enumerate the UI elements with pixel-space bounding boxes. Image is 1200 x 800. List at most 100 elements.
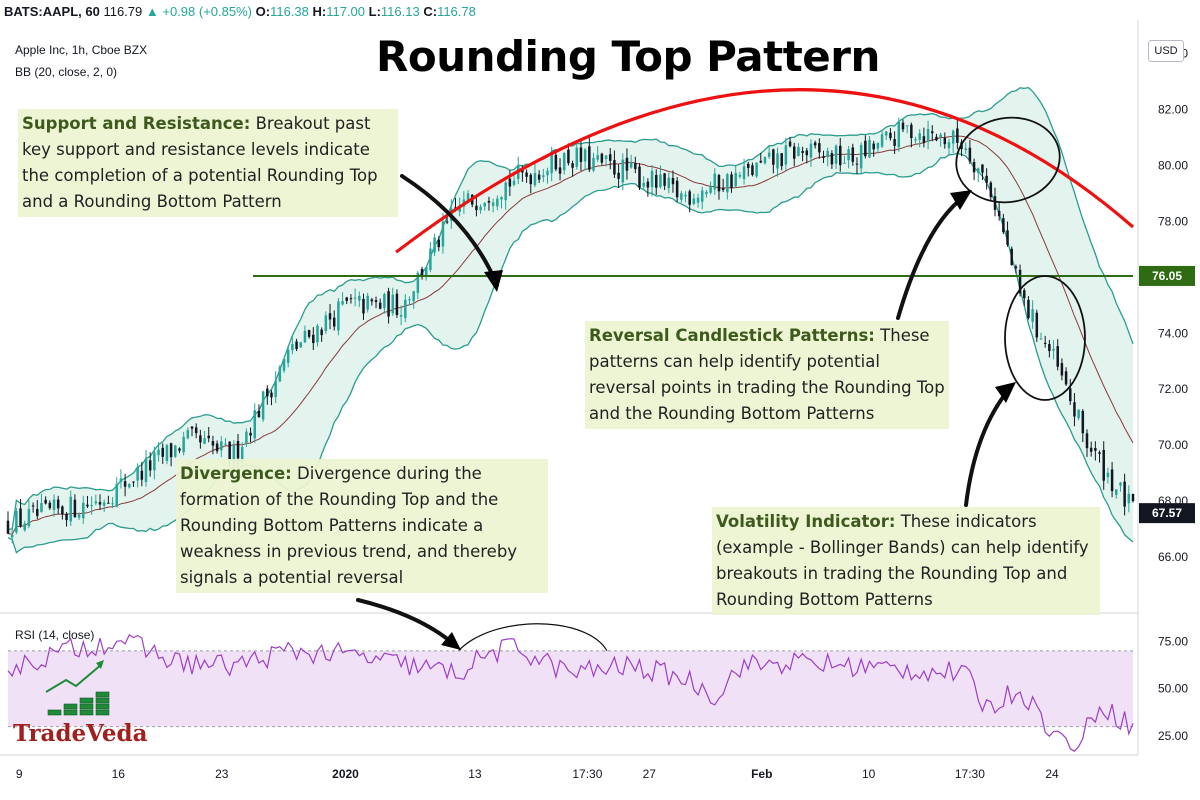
candle-body bbox=[843, 162, 846, 164]
candle-body bbox=[818, 143, 821, 153]
candle-body bbox=[136, 466, 139, 481]
candle-body bbox=[144, 458, 148, 483]
candle-body bbox=[1023, 290, 1026, 299]
candle-body bbox=[1031, 309, 1034, 322]
candle-body bbox=[224, 443, 227, 445]
callout-divergence: Divergence: Divergence during the format… bbox=[176, 459, 548, 593]
candle-body bbox=[190, 426, 194, 429]
candle-body bbox=[433, 237, 436, 253]
symbol-header: BATS:AAPL, 60 116.79 ▲ +0.98 (+0.85%) O:… bbox=[4, 4, 476, 19]
candle-body bbox=[550, 153, 553, 174]
candle-body bbox=[245, 431, 248, 445]
candle-body bbox=[312, 334, 315, 344]
candle-body bbox=[734, 172, 737, 187]
candle-body bbox=[910, 124, 913, 139]
candle-body bbox=[295, 341, 298, 349]
candle-body bbox=[291, 344, 294, 351]
reversal-circle bbox=[955, 116, 1061, 204]
candle-body bbox=[838, 145, 842, 166]
candle-body bbox=[964, 148, 967, 151]
candle-body bbox=[638, 166, 641, 188]
currency-button[interactable]: USD bbox=[1148, 40, 1184, 62]
symbol-name[interactable]: BATS:AAPL, 60 bbox=[4, 4, 100, 19]
candle-body bbox=[61, 506, 64, 515]
money-bill bbox=[79, 697, 94, 704]
time-tick-label: 13 bbox=[468, 767, 482, 781]
candle-body bbox=[851, 147, 855, 162]
candle-body bbox=[529, 174, 533, 185]
candle-body bbox=[358, 295, 361, 301]
candle-body bbox=[1094, 448, 1097, 451]
candle-body bbox=[44, 499, 47, 504]
candle-body bbox=[876, 142, 880, 149]
candle-body bbox=[475, 205, 478, 211]
volatility-circle bbox=[1004, 275, 1086, 401]
price-tick-label: 74.00 bbox=[1158, 326, 1188, 340]
candle-body bbox=[675, 180, 679, 198]
time-tick-label: 17:30 bbox=[572, 767, 602, 781]
candle-body bbox=[801, 150, 804, 153]
time-tick-label: 10 bbox=[862, 767, 876, 781]
candle-body bbox=[546, 170, 549, 176]
divergence-arrowhead bbox=[441, 632, 461, 650]
candle-body bbox=[23, 523, 26, 531]
candle-body bbox=[684, 194, 687, 197]
candle-body bbox=[253, 410, 256, 439]
support-arrowhead bbox=[484, 270, 503, 292]
candle-body bbox=[383, 293, 386, 309]
candle-body bbox=[399, 314, 403, 317]
rsi-legend[interactable]: RSI (14, close) bbox=[15, 628, 95, 642]
candle-body bbox=[15, 510, 18, 533]
time-tick-label: 16 bbox=[112, 767, 126, 781]
last-price: 116.79 bbox=[103, 4, 143, 19]
candle-body bbox=[174, 445, 177, 457]
callout-body: Divergence during the formation of the R… bbox=[180, 464, 518, 587]
candle-body bbox=[621, 159, 625, 183]
candle-body bbox=[989, 182, 993, 198]
candle-body bbox=[542, 175, 545, 178]
candle-body bbox=[1060, 363, 1064, 376]
support-price-label: 76.05 bbox=[1152, 269, 1182, 283]
candle-body bbox=[1102, 449, 1105, 481]
price-tick-label: 78.00 bbox=[1158, 214, 1188, 228]
candle-body bbox=[592, 157, 595, 171]
candle-body bbox=[939, 134, 942, 138]
candle-body bbox=[776, 153, 779, 169]
candle-body bbox=[784, 145, 788, 165]
candle-body bbox=[705, 191, 708, 195]
candle-body bbox=[278, 367, 282, 382]
candle-body bbox=[161, 447, 164, 457]
candle-body bbox=[107, 502, 110, 504]
candle-body bbox=[391, 294, 395, 314]
candle-body bbox=[119, 478, 123, 482]
candle-body bbox=[186, 430, 190, 439]
money-bill bbox=[79, 703, 94, 710]
rsi-tick-label: 75.00 bbox=[1158, 634, 1188, 648]
candle-body bbox=[926, 128, 930, 142]
callout-heading: Divergence: bbox=[180, 464, 292, 483]
candle-body bbox=[834, 145, 838, 164]
candle-body bbox=[1010, 248, 1013, 266]
candle-body bbox=[487, 200, 491, 203]
candle-body bbox=[286, 349, 290, 363]
candle-body bbox=[579, 147, 583, 162]
candle-body bbox=[805, 150, 809, 156]
candle-body bbox=[199, 435, 202, 443]
candle-body bbox=[466, 193, 470, 200]
main-legend[interactable]: Apple Inc, 1h, Cboe BZX bbox=[15, 43, 148, 57]
candle-body bbox=[1073, 402, 1076, 417]
rounding-top-arc bbox=[395, 88, 1135, 254]
candle-body bbox=[508, 178, 512, 187]
high-value: 117.00 bbox=[326, 4, 366, 19]
candle-body bbox=[1119, 482, 1122, 486]
candle-body bbox=[1052, 348, 1055, 351]
candle-body bbox=[1069, 388, 1072, 402]
bb-legend[interactable]: BB (20, close, 2, 0) bbox=[15, 65, 118, 79]
candle-body bbox=[993, 196, 997, 210]
candle-body bbox=[366, 295, 369, 310]
callout-support-resistance: Support and Resistance: Breakout past ke… bbox=[18, 109, 398, 217]
candle-body bbox=[500, 197, 503, 200]
candle-body bbox=[1081, 410, 1085, 434]
candle-body bbox=[901, 122, 905, 130]
